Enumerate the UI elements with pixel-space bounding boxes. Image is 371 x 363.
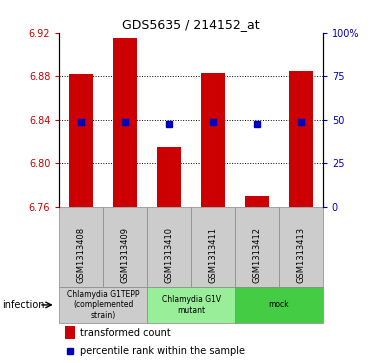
Text: mock: mock xyxy=(269,301,289,309)
Text: GSM1313409: GSM1313409 xyxy=(121,227,130,283)
Text: GSM1313413: GSM1313413 xyxy=(296,227,305,283)
Bar xyxy=(235,207,279,287)
Text: transformed count: transformed count xyxy=(81,327,171,338)
Bar xyxy=(279,207,323,287)
Bar xyxy=(103,207,147,287)
Text: percentile rank within the sample: percentile rank within the sample xyxy=(81,346,246,356)
Bar xyxy=(59,207,103,287)
Bar xyxy=(201,73,225,207)
Bar xyxy=(69,74,93,207)
Bar xyxy=(245,196,269,207)
Bar xyxy=(289,71,313,207)
Bar xyxy=(59,287,147,323)
Text: GSM1313412: GSM1313412 xyxy=(252,227,262,283)
Text: GSM1313410: GSM1313410 xyxy=(165,227,174,283)
Text: Chlamydia G1TEPP
(complemented
strain): Chlamydia G1TEPP (complemented strain) xyxy=(67,290,139,320)
Bar xyxy=(191,207,235,287)
Bar xyxy=(147,287,235,323)
Text: Chlamydia G1V
mutant: Chlamydia G1V mutant xyxy=(161,295,221,315)
Bar xyxy=(157,147,181,207)
Bar xyxy=(113,38,137,207)
Text: GSM1313408: GSM1313408 xyxy=(77,227,86,283)
Text: infection: infection xyxy=(2,300,45,310)
Bar xyxy=(147,207,191,287)
Title: GDS5635 / 214152_at: GDS5635 / 214152_at xyxy=(122,19,260,32)
Text: GSM1313411: GSM1313411 xyxy=(209,227,217,283)
Bar xyxy=(235,287,323,323)
Bar xyxy=(65,326,75,339)
